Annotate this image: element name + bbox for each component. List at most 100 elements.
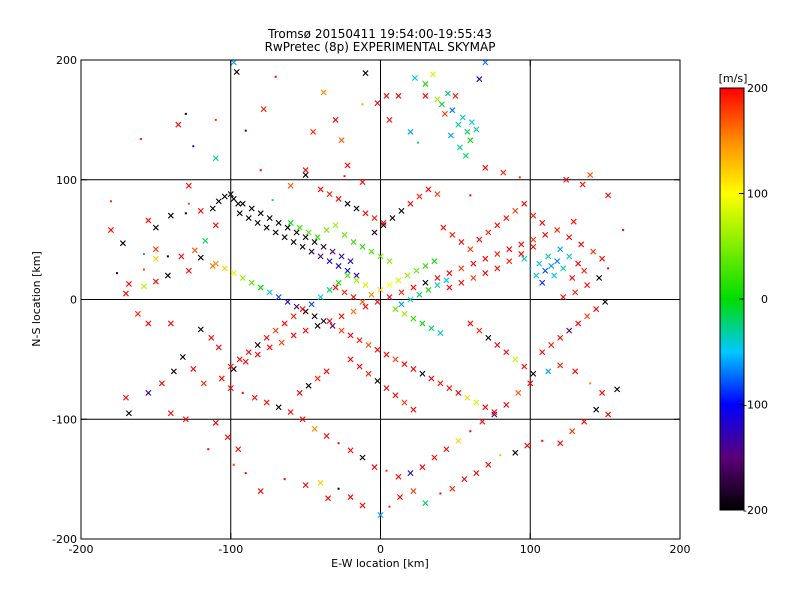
data-point-cross: [470, 260, 477, 267]
data-point-dot: [274, 75, 277, 78]
data-point-cross: [566, 253, 573, 260]
data-point-cross: [185, 267, 192, 274]
data-point-dot: [192, 145, 195, 148]
data-point-cross: [431, 454, 438, 461]
data-point-cross: [338, 137, 345, 144]
data-point-cross: [353, 272, 360, 279]
data-point-cross: [428, 375, 435, 382]
data-point-cross: [569, 428, 576, 435]
data-point-cross: [305, 382, 312, 389]
data-point-cross: [335, 262, 342, 269]
data-point-cross: [326, 286, 333, 293]
data-point-cross: [422, 80, 429, 87]
data-point-cross: [566, 234, 573, 241]
y-tick-label: 0: [70, 294, 77, 307]
data-point-cross: [485, 461, 492, 468]
colorbar-tick-label: 200: [747, 82, 768, 95]
data-point-cross: [242, 358, 249, 365]
data-point-cross: [572, 289, 579, 296]
data-point-cross: [152, 278, 159, 285]
data-point-cross: [458, 239, 465, 246]
data-point-cross: [425, 186, 432, 193]
data-point-cross: [515, 389, 522, 396]
data-point-cross: [317, 186, 324, 193]
data-point-cross: [233, 68, 240, 75]
data-point-cross: [506, 246, 513, 253]
data-point-cross: [371, 215, 378, 222]
data-point-cross: [326, 318, 333, 325]
data-point-cross: [587, 171, 594, 178]
data-point-dot: [361, 103, 364, 106]
data-point-cross: [287, 219, 294, 226]
data-point-cross: [410, 284, 417, 291]
data-point-cross: [152, 255, 159, 262]
data-point-cross: [152, 224, 159, 231]
data-point-cross: [503, 349, 510, 356]
data-point-cross: [395, 92, 402, 99]
data-point-cross: [398, 207, 405, 214]
data-point-cross: [335, 195, 342, 202]
data-point-cross: [290, 239, 297, 246]
data-point-cross: [459, 114, 466, 121]
data-point-cross: [494, 251, 501, 257]
data-point-cross: [311, 313, 318, 320]
data-point-dot: [469, 194, 472, 197]
data-point-cross: [202, 237, 209, 244]
data-point-cross: [386, 282, 393, 289]
data-point-cross: [494, 342, 501, 348]
data-point-cross: [182, 416, 189, 423]
data-point-cross: [299, 306, 306, 313]
data-point-cross: [230, 270, 237, 277]
data-point-cross: [392, 392, 399, 399]
data-point-cross: [329, 322, 336, 329]
data-point-cross: [350, 239, 357, 246]
data-point-cross: [407, 128, 414, 135]
data-point-cross: [473, 399, 480, 406]
data-point-dot: [139, 138, 142, 141]
data-point-cross: [134, 310, 141, 317]
data-point-cross: [599, 389, 606, 396]
data-point-cross: [245, 349, 252, 356]
data-point-cross: [356, 337, 363, 344]
data-point-cross: [344, 272, 351, 279]
data-point-cross: [446, 284, 453, 291]
data-point-dot: [439, 492, 442, 495]
data-point-cross: [464, 128, 471, 135]
data-point-cross: [476, 236, 483, 243]
colorbar-tick-label: -200: [743, 504, 768, 517]
data-point-cross: [368, 248, 375, 255]
data-point-cross: [359, 454, 366, 461]
y-tick-label: -100: [52, 413, 77, 426]
data-point-cross: [560, 294, 567, 301]
y-tick-label: -200: [52, 533, 77, 546]
data-point-cross: [554, 227, 561, 234]
data-point-cross: [545, 368, 552, 375]
data-point-cross: [449, 231, 456, 238]
data-point-cross: [293, 229, 300, 236]
data-point-cross: [491, 411, 498, 418]
data-point-cross: [542, 231, 549, 238]
data-point-cross: [386, 116, 393, 123]
data-point-cross: [416, 291, 423, 298]
data-point-dot: [388, 505, 391, 508]
data-point-cross: [374, 377, 381, 384]
data-point-cross: [329, 248, 336, 255]
data-point-cross: [296, 224, 303, 231]
data-point-cross: [344, 162, 351, 169]
data-point-cross: [263, 224, 270, 231]
data-point-cross: [347, 332, 354, 339]
data-point-cross: [284, 298, 291, 305]
data-point-cross: [437, 380, 444, 387]
data-point-cross: [227, 363, 234, 370]
data-point-cross: [230, 195, 237, 202]
data-point-cross: [341, 231, 348, 238]
data-point-cross: [170, 368, 177, 375]
data-point-dot: [337, 442, 340, 445]
data-point-cross: [425, 286, 432, 293]
data-point-cross: [485, 334, 492, 341]
data-point-cross: [584, 313, 591, 320]
data-point-cross: [521, 200, 528, 207]
data-point-cross: [521, 363, 528, 370]
data-point-cross: [395, 277, 402, 284]
